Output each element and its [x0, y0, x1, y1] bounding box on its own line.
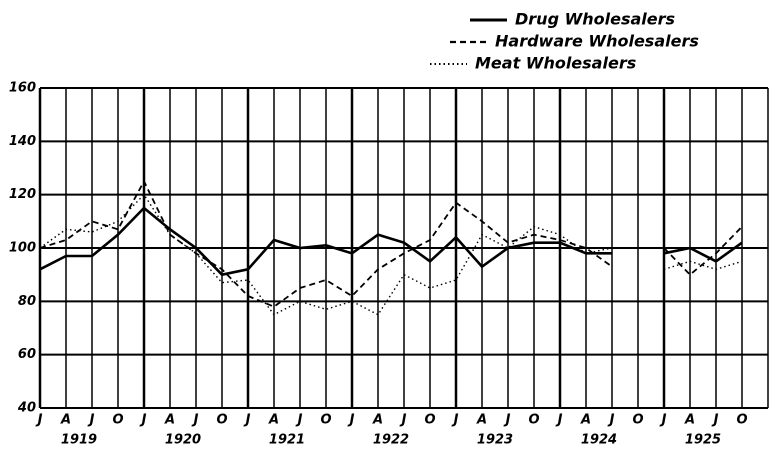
x-tick-label: J	[295, 413, 303, 428]
y-tick-label: 40	[17, 401, 36, 416]
x-tick-label: J	[711, 413, 719, 428]
x-tick-label: J	[243, 413, 251, 428]
series-line	[39, 179, 743, 308]
x-tick-label: J	[555, 413, 563, 428]
x-tick-label: J	[451, 413, 459, 428]
x-tick-label: J	[35, 413, 43, 428]
x-tick-label: A	[372, 413, 383, 428]
x-tick-label: J	[399, 413, 407, 428]
year-label: 1920	[165, 433, 201, 448]
x-tick-label: A	[684, 413, 695, 428]
x-tick-label: A	[476, 413, 487, 428]
y-tick-label: 160	[9, 81, 36, 96]
x-tick-label: A	[580, 413, 591, 428]
x-tick-label: J	[607, 413, 615, 428]
legend-label: Hardware Wholesalers	[495, 32, 699, 51]
legend: Drug Wholesalers Hardware Wholesalers Meat…	[430, 10, 699, 73]
y-tick-label: 120	[9, 187, 36, 202]
x-tick-label: O	[424, 413, 435, 428]
x-tick-label: O	[216, 413, 227, 428]
x-tick-label: A	[60, 413, 71, 428]
x-tick-label: J	[191, 413, 199, 428]
y-tick-label: 140	[9, 134, 36, 149]
x-tick-label: O	[736, 413, 747, 428]
x-tick-label: J	[139, 413, 147, 428]
y-tick-label: 80	[18, 294, 36, 309]
legend-label: Drug Wholesalers	[515, 10, 675, 29]
x-tick-label: J	[503, 413, 511, 428]
x-tick-label: J	[659, 413, 667, 428]
year-label: 1922	[373, 433, 409, 448]
x-tick-label: A	[268, 413, 279, 428]
y-tick-label: 100	[9, 241, 36, 256]
x-tick-label: O	[528, 413, 539, 428]
year-label: 1919	[61, 433, 97, 448]
year-label: 1921	[269, 433, 305, 448]
x-tick-label: O	[632, 413, 643, 428]
x-tick-label: J	[347, 413, 355, 428]
year-label: 1923	[477, 433, 513, 448]
year-label: 1925	[685, 433, 721, 448]
series-line	[39, 206, 743, 277]
series-line	[39, 193, 743, 316]
x-tick-label: O	[112, 413, 123, 428]
legend-label: Meat Wholesalers	[475, 54, 636, 73]
x-tick-label: A	[164, 413, 175, 428]
year-label: 1924	[581, 433, 617, 448]
y-tick-label: 60	[18, 347, 36, 362]
x-tick-label: O	[320, 413, 331, 428]
x-tick-label: J	[87, 413, 95, 428]
